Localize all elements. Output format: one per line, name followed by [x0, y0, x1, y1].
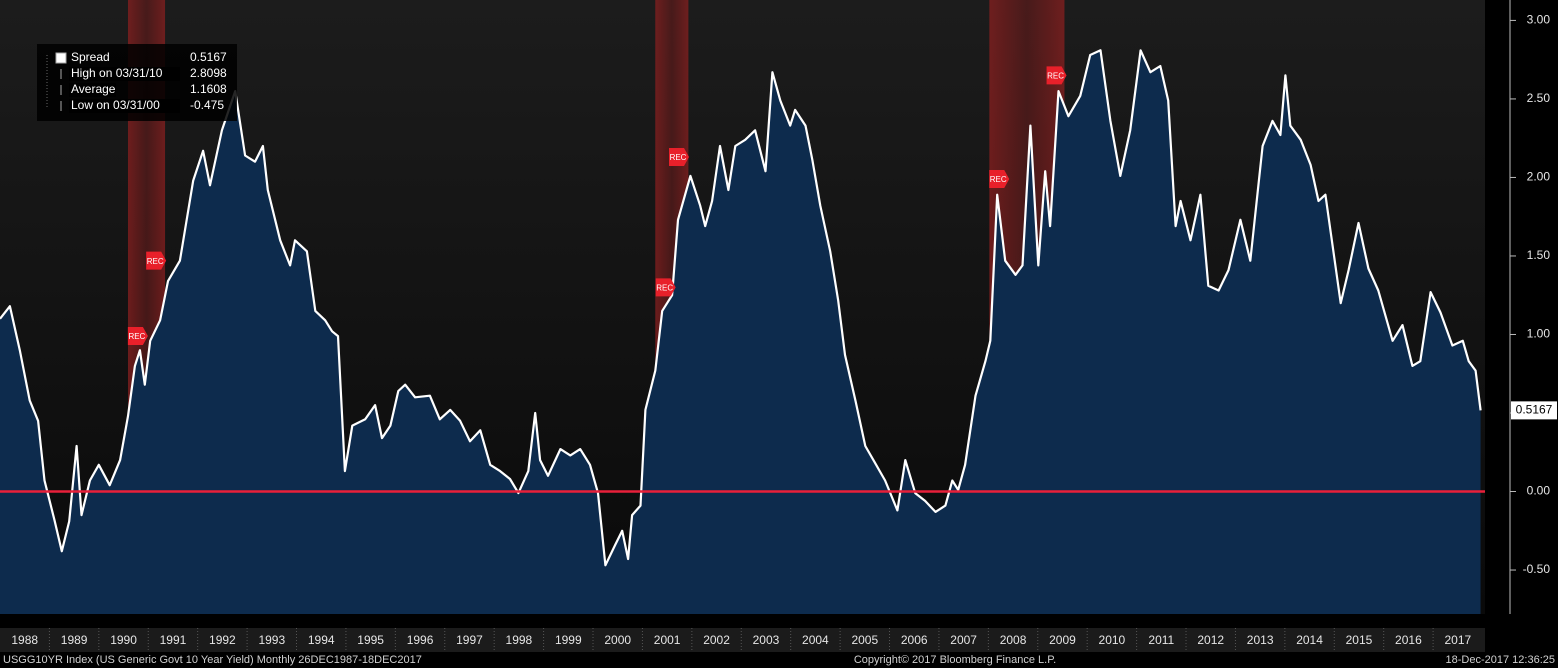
rec-label: REC — [147, 257, 164, 266]
x-tick-label: 1988 — [11, 633, 38, 647]
x-tick-label: 1997 — [456, 633, 483, 647]
legend-value: 0.5167 — [190, 50, 227, 64]
y-tick-label: 3.00 — [1527, 13, 1551, 27]
x-tick-label: 1991 — [160, 633, 187, 647]
series-line — [0, 49, 1482, 567]
x-tick-label: 1995 — [357, 633, 384, 647]
x-tick-label: 2012 — [1197, 633, 1224, 647]
x-tick-label: 1992 — [209, 633, 236, 647]
x-tick-label: 1999 — [555, 633, 582, 647]
rec-marker — [127, 327, 148, 346]
y-tick-label: 0.00 — [1527, 484, 1551, 498]
footer-left: USGG10YR Index (US Generic Govt 10 Year … — [3, 654, 422, 666]
legend-label: High on 03/31/10 — [71, 66, 163, 80]
x-tick-label: 2016 — [1395, 633, 1422, 647]
legend-label: Spread — [71, 50, 110, 64]
x-tick-label: 2011 — [1148, 633, 1174, 647]
rec-marker — [669, 148, 690, 167]
legend-label: Average — [71, 82, 116, 96]
x-tick-label: 2001 — [654, 633, 681, 647]
last-value-box — [1511, 401, 1557, 420]
x-tick-label: 2015 — [1346, 633, 1373, 647]
x-tick-label: 2003 — [753, 633, 780, 647]
rec-label: REC — [128, 332, 145, 341]
legend-label: Low on 03/31/00 — [71, 98, 160, 112]
x-tick-label: 1998 — [506, 633, 533, 647]
x-tick-label: 2002 — [703, 633, 730, 647]
x-tick-label: 2007 — [950, 633, 977, 647]
rec-label: REC — [990, 175, 1007, 184]
series-area — [0, 50, 1481, 615]
footer-center: Copyright© 2017 Bloomberg Finance L.P. — [854, 654, 1056, 666]
rec-marker — [655, 278, 676, 297]
rec-label: REC — [1047, 71, 1064, 80]
legend-value: -0.475 — [190, 98, 224, 112]
legend-value: 1.1608 — [190, 82, 227, 96]
legend-label-bg — [69, 99, 180, 113]
y-tick-label: -0.50 — [1523, 562, 1551, 576]
legend-icon — [55, 52, 67, 64]
rec-marker — [1046, 66, 1067, 85]
x-tick-label: 1996 — [407, 633, 434, 647]
axis-background — [1485, 0, 1558, 628]
x-tick-label: 2009 — [1049, 633, 1076, 647]
y-tick-label: 1.00 — [1527, 327, 1551, 341]
y-tick-label: 1.50 — [1527, 248, 1551, 262]
x-tick-label: 2005 — [851, 633, 878, 647]
y-tick-label: 2.00 — [1527, 170, 1551, 184]
legend-value: 2.8098 — [190, 66, 227, 80]
legend-label-bg — [69, 67, 180, 81]
last-value-label: 0.5167 — [1516, 403, 1553, 417]
legend-label-bg — [69, 83, 116, 97]
x-tick-label: 2013 — [1247, 633, 1274, 647]
x-tick-label: 2017 — [1444, 633, 1471, 647]
rec-marker — [146, 251, 167, 270]
legend: Spread 0.5167 High on 03/31/10 2.8098 Averag… — [37, 44, 237, 121]
x-tick-label: 2008 — [1000, 633, 1027, 647]
x-tick-label: 1994 — [308, 633, 335, 647]
x-tick-label: 1993 — [258, 633, 285, 647]
x-tick-label: 2006 — [901, 633, 928, 647]
x-tick-label: 2010 — [1099, 633, 1126, 647]
x-tick-label: 2014 — [1296, 633, 1323, 647]
x-tick-label: 2000 — [604, 633, 631, 647]
rec-marker — [989, 170, 1010, 189]
x-tick-label: 1989 — [61, 633, 88, 647]
rec-label: REC — [656, 283, 673, 292]
rec-label: REC — [670, 153, 687, 162]
x-tick-label: 1990 — [110, 633, 137, 647]
x-tick-label: 2004 — [802, 633, 829, 647]
footer-right: 18-Dec-2017 12:36:25 — [1446, 654, 1555, 666]
y-tick-label: 2.50 — [1527, 91, 1551, 105]
